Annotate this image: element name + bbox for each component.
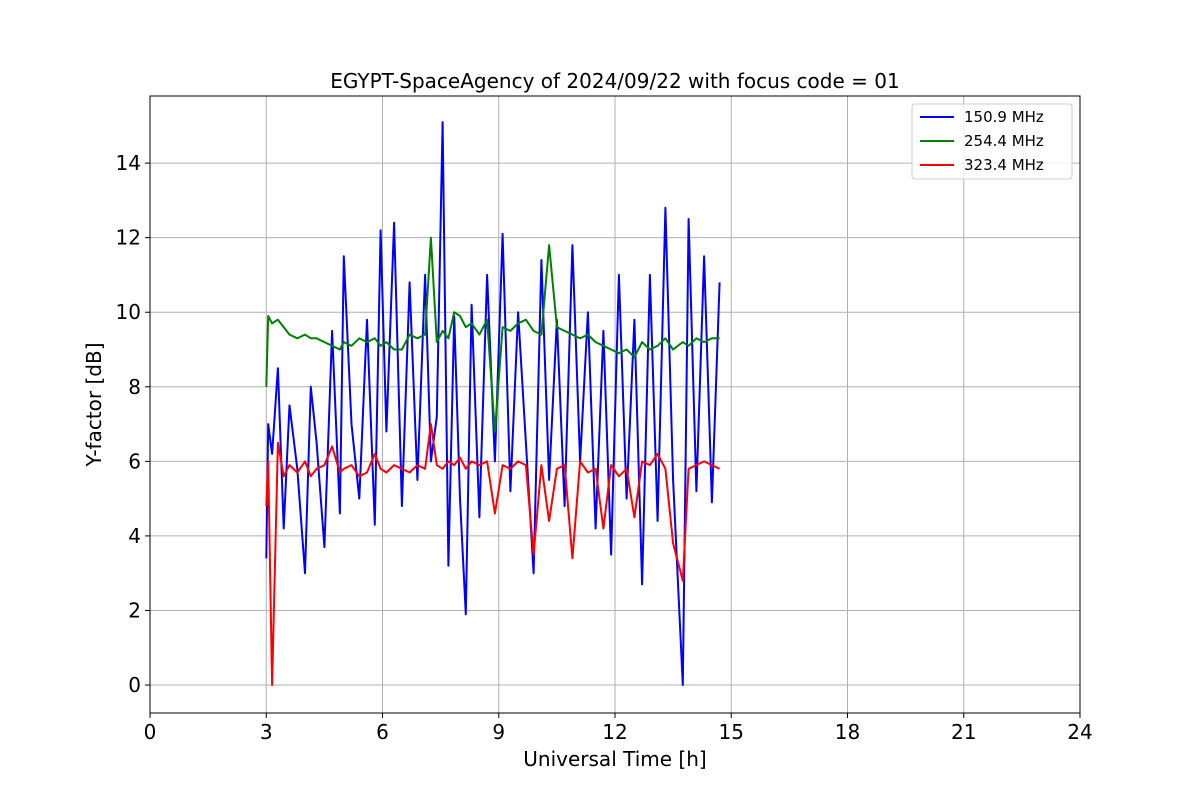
legend-label: 150.9 MHz [964, 108, 1044, 126]
y-tick-label: 8 [128, 375, 141, 399]
series-layer [265, 121, 721, 686]
x-tick-label: 3 [260, 720, 273, 744]
x-axis-ticks: 0 3 6 9 12 15 18 21 24 [144, 713, 1093, 744]
x-axis-label: Universal Time [h] [523, 747, 706, 771]
legend: 150.9 MHz 254.4 MHz 323.4 MHz [911, 103, 1073, 180]
x-tick-label: 21 [951, 720, 976, 744]
series-line-2 [265, 236, 720, 433]
x-tick-label: 24 [1067, 720, 1092, 744]
x-tick-label: 18 [835, 720, 860, 744]
y-tick-label: 10 [116, 300, 141, 324]
legend-label: 254.4 MHz [964, 132, 1044, 150]
y-tick-label: 6 [128, 449, 141, 473]
x-tick-label: 6 [376, 720, 389, 744]
x-tick-label: 12 [602, 720, 627, 744]
x-tick-label: 9 [492, 720, 505, 744]
legend-label: 323.4 MHz [964, 156, 1044, 174]
y-tick-label: 2 [128, 598, 141, 622]
y-tick-label: 14 [116, 151, 141, 175]
series-line-1 [265, 121, 721, 686]
y-axis-label: Y-factor [dB] [82, 342, 106, 467]
legend-box [911, 103, 1073, 180]
x-tick-label: 0 [144, 720, 157, 744]
y-tick-label: 4 [128, 524, 141, 548]
y-tick-label: 12 [116, 226, 141, 250]
x-tick-label: 15 [719, 720, 744, 744]
y-axis-ticks: 0 2 4 6 8 10 12 14 [116, 151, 150, 697]
chart-title: EGYPT-SpaceAgency of 2024/09/22 with foc… [330, 69, 899, 93]
series-line-3 [265, 423, 721, 686]
y-tick-label: 0 [128, 673, 141, 697]
